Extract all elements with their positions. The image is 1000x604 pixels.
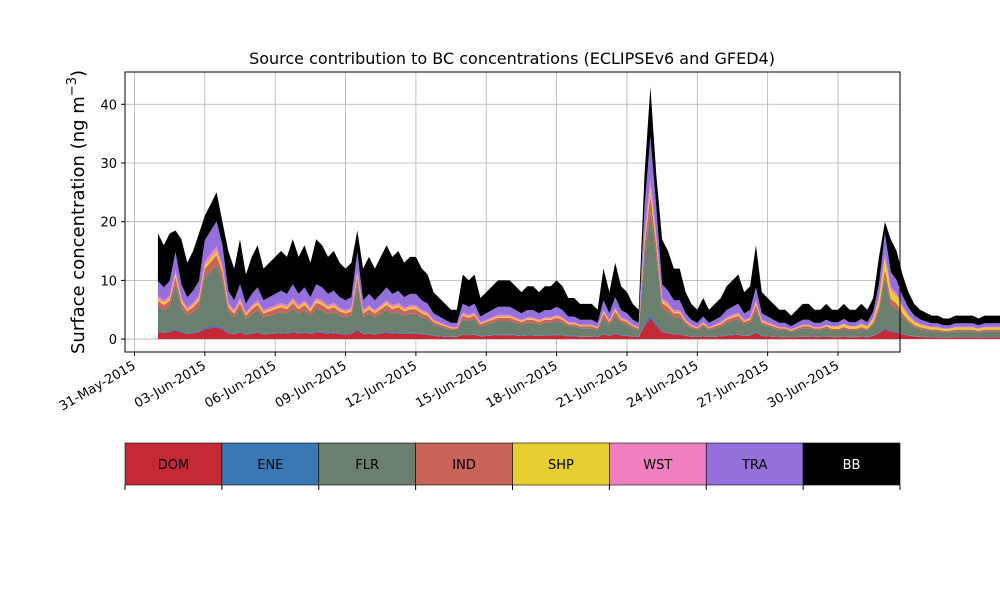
x-tick-label: 09-Jun-2015: [273, 358, 350, 411]
y-axis-ticks: 0 10 20 30 40: [100, 98, 125, 348]
legend-swatch-tra: [705, 442, 804, 486]
stacked-areas: [157, 86, 1000, 340]
legend-label-ene: ENE: [257, 458, 283, 473]
x-tick-label: 18-Jun-2015: [484, 358, 561, 411]
legend-label-ind: IND: [452, 458, 476, 473]
x-tick-label: 21-Jun-2015: [554, 358, 631, 411]
legend-label-dom: DOM: [158, 458, 189, 473]
legend-swatch-ind: [415, 442, 513, 486]
y-tick-label: 20: [100, 216, 117, 231]
y-tick-label: 30: [100, 157, 117, 172]
x-tick-label: 24-Jun-2015: [624, 358, 701, 411]
x-tick-label: 27-Jun-2015: [695, 358, 772, 411]
legend-swatch-bb: [802, 442, 901, 486]
x-tick-label: 06-Jun-2015: [202, 358, 279, 411]
x-tick-label: 31-May-2015: [57, 358, 139, 414]
legend-label-bb: BB: [843, 458, 861, 473]
legend-label-wst: WST: [643, 458, 672, 473]
legend-label-tra: TRA: [741, 458, 767, 473]
y-tick-label: 0: [109, 333, 117, 348]
area-dom: [157, 318, 1000, 340]
legend-swatch-wst: [609, 442, 707, 486]
color-legend: DOM ENE FLR IND SHP WST TRA BB: [124, 442, 901, 490]
legend-swatch-shp: [512, 442, 610, 486]
legend-label-flr: FLR: [355, 458, 379, 473]
x-tick-label: 15-Jun-2015: [413, 358, 490, 411]
x-tick-label: 30-Jun-2015: [765, 358, 842, 411]
x-tick-label: 03-Jun-2015: [132, 358, 209, 411]
y-tick-label: 40: [100, 98, 117, 113]
legend-label-shp: SHP: [548, 458, 574, 473]
x-axis-ticks: 31-May-201503-Jun-201506-Jun-201509-Jun-…: [57, 352, 842, 414]
x-tick-label: 12-Jun-2015: [343, 358, 420, 411]
legend-swatch-ene: [221, 442, 320, 486]
y-tick-label: 10: [100, 274, 117, 289]
plot-frame: [124, 71, 901, 353]
legend-swatch-flr: [318, 442, 416, 486]
area-bb: [157, 86, 1000, 327]
y-axis-label: Surface concentration (ng m−3): [65, 70, 89, 354]
chart-title: Source contribution to BC concentrations…: [249, 49, 775, 68]
area-flr: [157, 212, 1000, 338]
